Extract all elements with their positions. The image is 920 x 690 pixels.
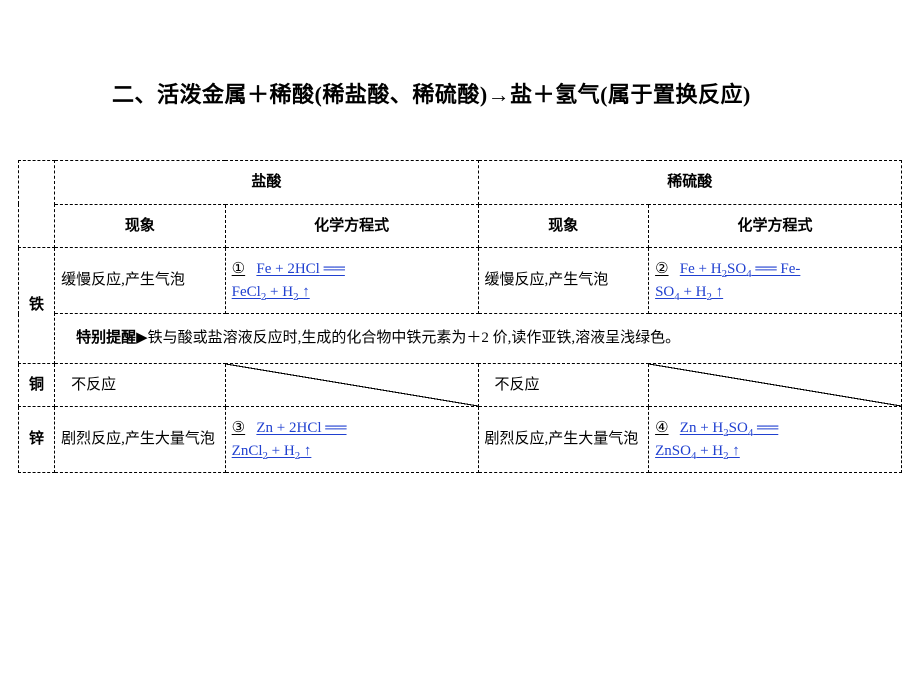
reaction-table-wrap: 盐酸 稀硫酸 现象 化学方程式 现象 化学方程式 铁 缓慢反应,产生气泡 ① F… xyxy=(18,160,902,473)
corner-cell xyxy=(19,161,55,248)
fe-hcl-phen: 缓慢反应,产生气泡 xyxy=(55,248,226,314)
header-row-1: 盐酸 稀硫酸 xyxy=(19,161,902,205)
zn-s-phen: 剧烈反应,产生大量气泡 xyxy=(478,407,649,473)
reaction-table: 盐酸 稀硫酸 现象 化学方程式 现象 化学方程式 铁 缓慢反应,产生气泡 ① F… xyxy=(18,160,902,473)
fe-s-eq-text: Fe + H2SO4 ══ Fe-SO4 + H2 ↑ xyxy=(655,261,800,300)
zn-label: 锌 xyxy=(19,407,55,473)
cu-hcl-eq-diag xyxy=(225,363,478,407)
zn-s-eq: ④ Zn + H2SO4 ══ ZnSO4 + H2 ↑ xyxy=(649,407,902,473)
section-heading: 二、活泼金属＋稀酸(稀盐酸、稀硫酸)→盐＋氢气(属于置换反应) xyxy=(112,78,822,112)
s-eq-header: 化学方程式 xyxy=(649,204,902,248)
h2so4-header: 稀硫酸 xyxy=(478,161,901,205)
fe-label: 铁 xyxy=(19,248,55,364)
fe-note: 特别提醒▶铁与酸或盐溶液反应时,生成的化合物中铁元素为＋2 价,读作亚铁,溶液呈… xyxy=(55,314,902,364)
zn-hcl-eq: ③ Zn + 2HCl ══ ZnCl2 + H2 ↑ xyxy=(225,407,478,473)
cu-hcl-phen: 不反应 xyxy=(55,363,226,407)
zn-hcl-phen: 剧烈反应,产生大量气泡 xyxy=(55,407,226,473)
cu-s-phen: 不反应 xyxy=(478,363,649,407)
note-text: 铁与酸或盐溶液反应时,生成的化合物中铁元素为＋2 价,读作亚铁,溶液呈浅绿色。 xyxy=(148,330,681,346)
fe-hcl-num: ① xyxy=(232,261,245,277)
hcl-header: 盐酸 xyxy=(55,161,478,205)
cu-row: 铜 不反应 不反应 xyxy=(19,363,902,407)
zn-hcl-eq-text: Zn + 2HCl ══ ZnCl2 + H2 ↑ xyxy=(232,420,347,459)
hcl-phen-header: 现象 xyxy=(55,204,226,248)
fe-s-num: ② xyxy=(655,261,668,277)
note-label: 特别提醒 xyxy=(76,330,136,346)
fe-s-phen: 缓慢反应,产生气泡 xyxy=(478,248,649,314)
zn-s-num: ④ xyxy=(655,420,668,436)
fe-hcl-eq-text: Fe + 2HCl ══ FeCl2 + H2 ↑ xyxy=(232,261,345,300)
fe-hcl-eq: ① Fe + 2HCl ══ FeCl2 + H2 ↑ xyxy=(225,248,478,314)
slide: 二、活泼金属＋稀酸(稀盐酸、稀硫酸)→盐＋氢气(属于置换反应) 盐酸 稀硫酸 现… xyxy=(0,0,920,690)
note-arrow-icon: ▶ xyxy=(136,330,148,346)
cu-label: 铜 xyxy=(19,363,55,407)
cu-s-eq-diag xyxy=(649,363,902,407)
fe-row: 铁 缓慢反应,产生气泡 ① Fe + 2HCl ══ FeCl2 + H2 ↑ … xyxy=(19,248,902,314)
fe-s-eq: ② Fe + H2SO4 ══ Fe-SO4 + H2 ↑ xyxy=(649,248,902,314)
zn-hcl-num: ③ xyxy=(232,420,245,436)
fe-note-row: 特别提醒▶铁与酸或盐溶液反应时,生成的化合物中铁元素为＋2 价,读作亚铁,溶液呈… xyxy=(19,314,902,364)
zn-s-eq-text: Zn + H2SO4 ══ ZnSO4 + H2 ↑ xyxy=(655,420,778,459)
s-phen-header: 现象 xyxy=(478,204,649,248)
zn-row: 锌 剧烈反应,产生大量气泡 ③ Zn + 2HCl ══ ZnCl2 + H2 … xyxy=(19,407,902,473)
header-row-2: 现象 化学方程式 现象 化学方程式 xyxy=(19,204,902,248)
hcl-eq-header: 化学方程式 xyxy=(225,204,478,248)
